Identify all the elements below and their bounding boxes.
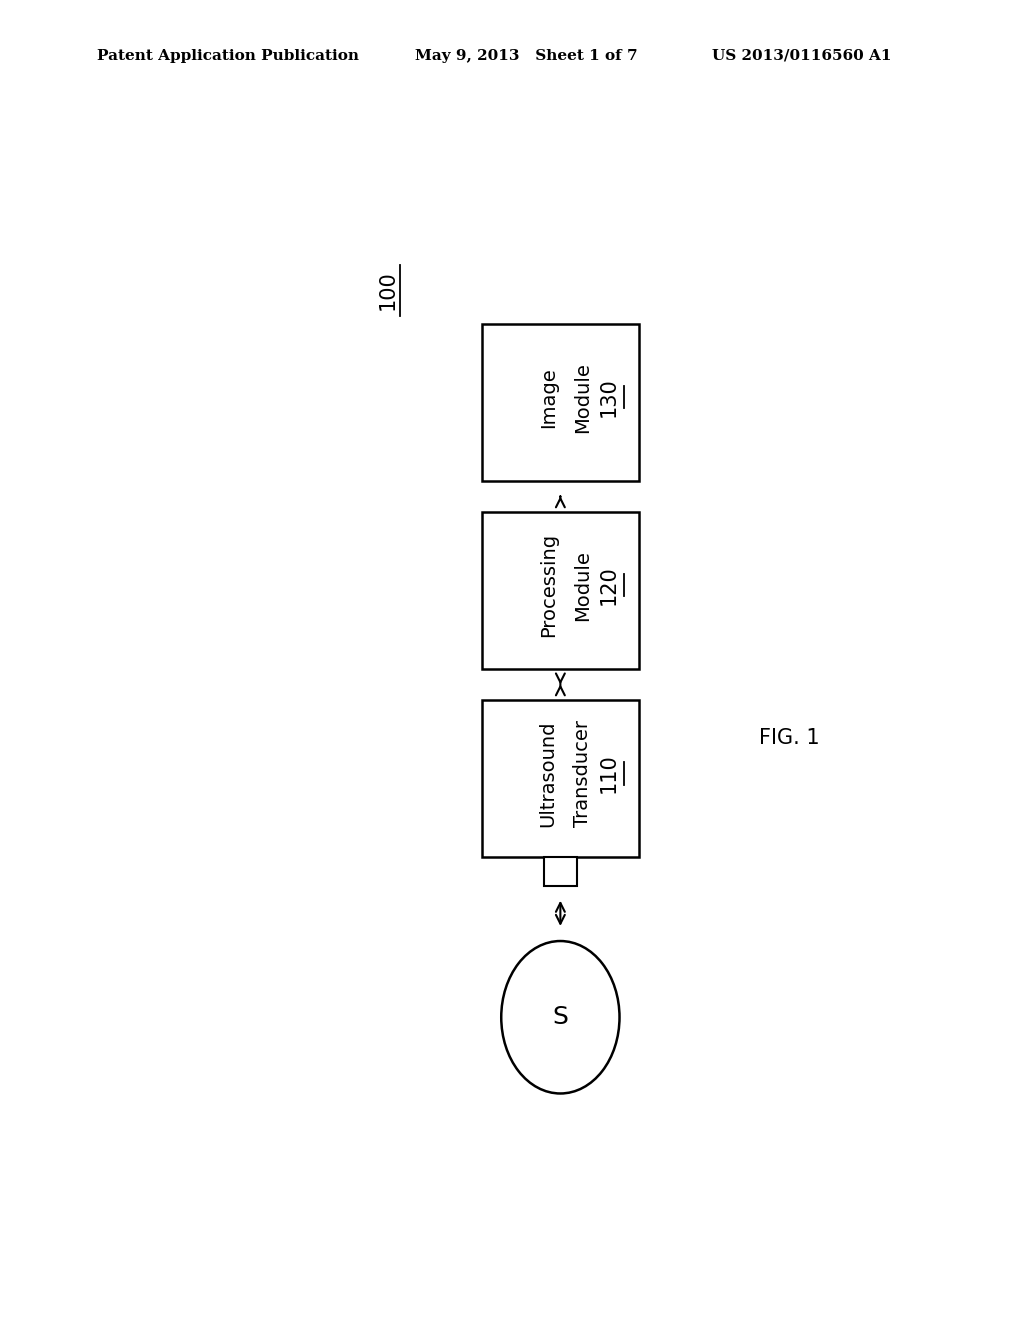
Text: Module: Module (573, 550, 592, 620)
Bar (481, 512, 639, 669)
Text: May 9, 2013   Sheet 1 of 7: May 9, 2013 Sheet 1 of 7 (415, 49, 637, 63)
Bar (481, 323, 639, 480)
Text: 110: 110 (599, 754, 618, 793)
Bar (481, 700, 639, 857)
Bar (544, 857, 577, 886)
Text: Ultrasound: Ultrasound (539, 721, 558, 826)
Ellipse shape (501, 941, 620, 1093)
Text: 130: 130 (599, 378, 618, 417)
Text: 100: 100 (378, 271, 397, 310)
Text: FIG. 1: FIG. 1 (759, 727, 819, 747)
Text: Transducer: Transducer (573, 719, 592, 826)
Text: S: S (552, 1006, 568, 1030)
Text: US 2013/0116560 A1: US 2013/0116560 A1 (712, 49, 891, 63)
Text: Image: Image (539, 367, 558, 428)
Text: 120: 120 (599, 565, 618, 605)
Text: Patent Application Publication: Patent Application Publication (97, 49, 359, 63)
Text: Processing: Processing (539, 533, 558, 638)
Text: Module: Module (573, 362, 592, 433)
